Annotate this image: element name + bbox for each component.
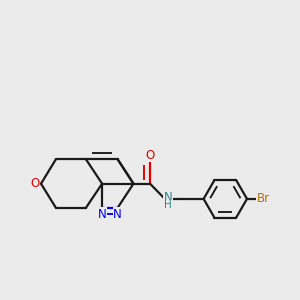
Text: O: O [146, 149, 154, 162]
Text: O: O [30, 177, 40, 190]
Text: Br: Br [257, 192, 270, 206]
Text: N: N [98, 208, 106, 221]
Text: N: N [113, 208, 122, 221]
Text: H: H [164, 200, 172, 210]
Text: N: N [164, 191, 172, 204]
